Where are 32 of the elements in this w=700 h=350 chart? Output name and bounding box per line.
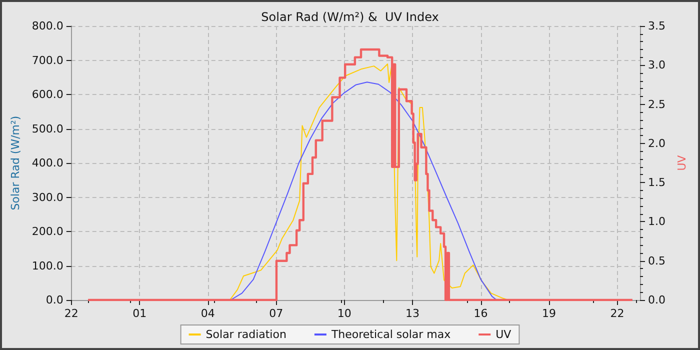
y-tick-label: 700.0 bbox=[32, 54, 64, 67]
legend-label: Solar radiation bbox=[206, 328, 286, 341]
x-tick-label: 01 bbox=[132, 307, 147, 320]
y-tick-label: 100.0 bbox=[32, 259, 64, 272]
y-tick-label: 0.0 bbox=[46, 294, 64, 306]
x-tick-label: 04 bbox=[200, 307, 215, 320]
y2-tick-label: 1.5 bbox=[648, 176, 666, 190]
y2-axis-title: UV bbox=[675, 154, 688, 171]
y2-tick-label: 0.5 bbox=[648, 254, 666, 268]
y-tick-label: 800.0 bbox=[32, 20, 64, 32]
x-tick-label: 13 bbox=[406, 307, 420, 320]
y-tick-label: 200.0 bbox=[32, 225, 64, 238]
y2-tick-label: 0.0 bbox=[648, 294, 666, 306]
y2-tick-label: 1.0 bbox=[648, 215, 666, 228]
chart-title: Solar Rad (W/m²) & UV Index bbox=[261, 10, 439, 24]
y-tick-label: 600.0 bbox=[32, 88, 64, 101]
y-axis-title: Solar Rad (W/m²) bbox=[9, 116, 22, 210]
x-tick-label: 22 bbox=[64, 307, 78, 320]
x-tick-label: 07 bbox=[269, 307, 284, 320]
y-tick-label: 400.0 bbox=[32, 156, 64, 170]
x-tick-label: 19 bbox=[542, 307, 556, 320]
x-tick-label: 22 bbox=[610, 307, 624, 320]
y2-tick-label: 3.0 bbox=[648, 58, 666, 72]
x-tick-label: 10 bbox=[337, 307, 352, 320]
y-tick-label: 500.0 bbox=[32, 122, 64, 136]
y2-tick-label: 2.0 bbox=[648, 136, 666, 150]
y2-tick-label: 3.5 bbox=[648, 20, 666, 32]
legend-label: Theoretical solar max bbox=[330, 328, 452, 341]
legend-label: UV bbox=[496, 328, 512, 341]
x-tick-label: 16 bbox=[474, 307, 488, 320]
y2-tick-label: 2.5 bbox=[648, 98, 666, 111]
y-tick-label: 300.0 bbox=[32, 190, 64, 204]
